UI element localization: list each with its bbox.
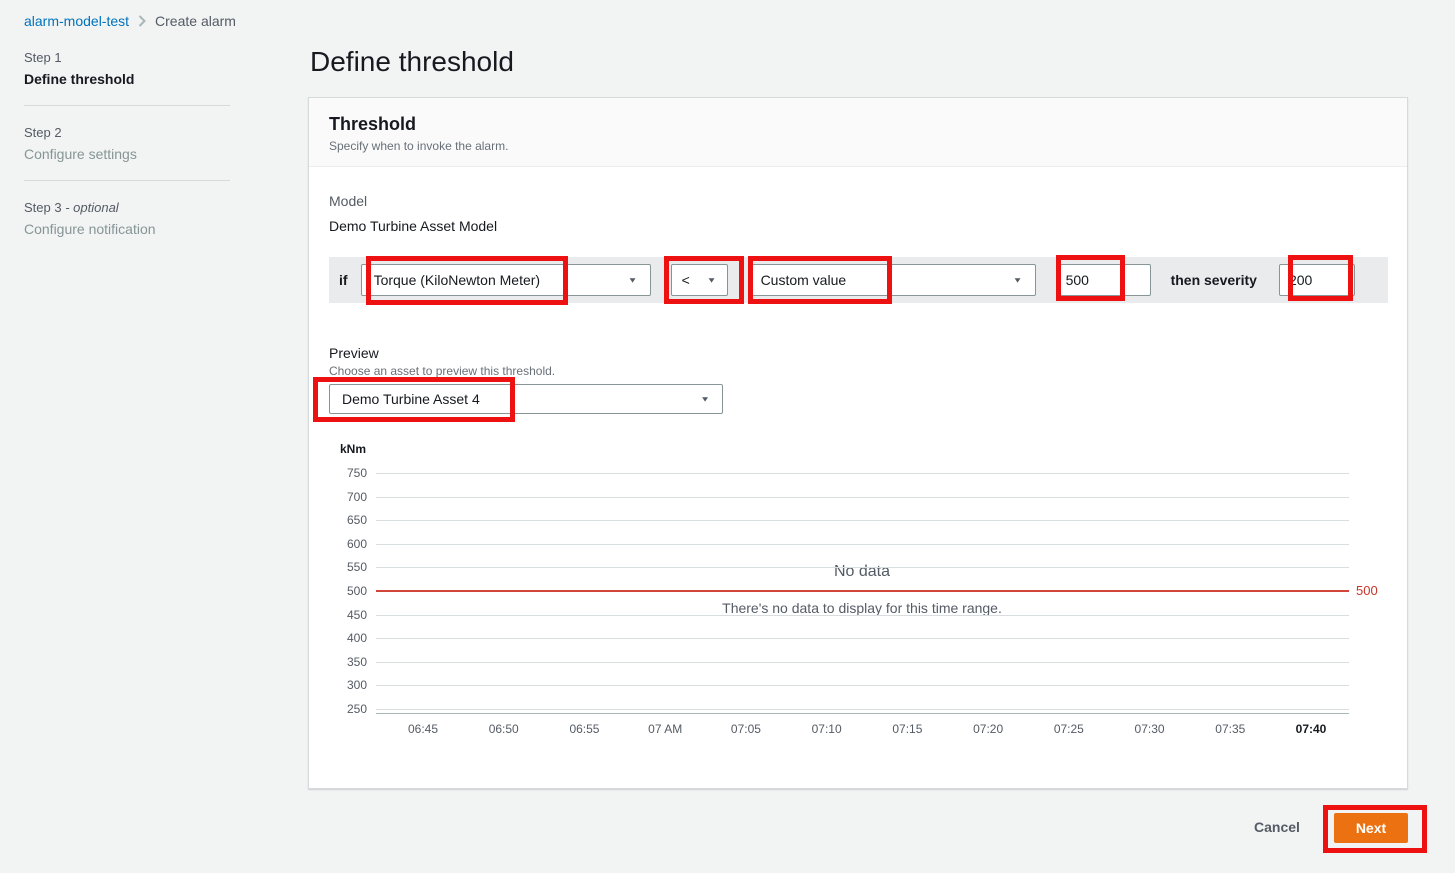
gridline [376,638,1349,640]
next-button[interactable]: Next [1334,813,1408,843]
y-axis-tick-label: 700 [346,489,367,504]
cancel-button[interactable]: Cancel [1254,819,1300,835]
step-2-number: Step 2 [24,125,62,140]
gridline [376,614,1349,616]
step-divider [24,180,230,181]
x-axis-line [376,713,1349,714]
gridline [376,496,1349,498]
x-axis-tick-label: 07:40 [1295,722,1327,736]
step-3-optional-suffix: - optional [65,200,119,215]
chart-empty-title: No data [833,563,891,580]
step-3-number: Step 3 - optional [24,200,119,215]
chevron-down-icon: ▼ [627,275,638,285]
severity-input[interactable] [1278,264,1355,296]
threshold-card-description: Specify when to invoke the alarm. [329,139,509,153]
step-2: Step 2 Configure settings [24,125,230,162]
threshold-card-title: Threshold [329,114,417,134]
value-type-select-value: Custom value [760,272,847,288]
property-select-value: Torque (KiloNewton Meter) [373,272,541,288]
chevron-down-icon: ▼ [706,275,717,285]
gridline [376,661,1349,663]
x-axis-tick-label: 06:50 [488,722,519,736]
threshold-card-header: Threshold Specify when to invoke the ala… [309,98,1407,167]
x-axis-tick-label: 06:55 [569,722,600,736]
property-select[interactable]: Torque (KiloNewton Meter) ▼ [360,264,651,296]
page-title: Define threshold [310,46,514,77]
y-axis-tick-label: 550 [346,560,367,575]
condition-row: if Torque (KiloNewton Meter) ▼ < ▼ Custo… [329,257,1388,303]
y-axis-tick-label: 650 [346,513,367,528]
x-axis-tick-label: 07:05 [730,722,761,736]
chevron-down-icon: ▼ [1012,275,1023,285]
x-axis-tick-label: 06:45 [407,722,439,736]
model-value: Demo Turbine Asset Model [329,218,498,234]
sidebar-item-configure-settings: Configure settings [24,146,137,162]
x-axis-tick-label: 07:15 [892,722,923,736]
value-type-select[interactable]: Custom value ▼ [747,264,1036,296]
y-axis-tick-label: 750 [346,466,367,480]
x-axis-tick-label: 07:20 [973,722,1004,736]
x-axis-tick-label: 07:10 [811,722,842,736]
preview-asset-select-value: Demo Turbine Asset 4 [342,391,480,407]
x-axis-tick-label: 07:30 [1134,722,1165,736]
sidebar-item-configure-notification: Configure notification [24,221,156,237]
preview-label: Preview [329,345,379,361]
breadcrumb: alarm-model-test Create alarm [24,13,236,29]
x-axis-tick-label: 07 AM [648,722,683,736]
operator-select-value: < [681,272,690,288]
y-axis-tick-label: 400 [346,631,367,646]
y-axis-tick-label: 500 [346,584,367,598]
y-axis-tick-label: 300 [346,678,367,693]
gridline [376,567,1349,569]
gridline [376,685,1349,687]
preview-asset-select[interactable]: Demo Turbine Asset 4 ▼ [329,384,723,414]
threshold-line-label: 500 [1356,583,1378,598]
threshold-value-input[interactable] [1055,264,1151,296]
chevron-right-icon [138,15,146,27]
threshold-card: Threshold Specify when to invoke the ala… [308,97,1408,789]
chart-empty-message: There's no data to display for this time… [722,600,1002,616]
gridline [376,473,1349,474]
threshold-line [376,590,1349,592]
step-divider [24,105,230,106]
x-axis-tick-label: 07:35 [1215,722,1246,736]
y-axis-tick-label: 450 [346,607,367,622]
chart-unit-label: kNm [340,442,367,456]
breadcrumb-current: Create alarm [155,13,236,29]
then-severity-label: then severity [1170,272,1257,288]
x-axis-tick-label: 07:25 [1053,722,1084,736]
gridline [376,709,1349,710]
breadcrumb-link-alarm-model[interactable]: alarm-model-test [24,13,130,29]
gridline [376,520,1349,522]
model-label: Model [329,193,368,209]
step-3: Step 3 - optional Configure notification [24,200,230,237]
y-axis-tick-label: 600 [346,536,367,551]
if-label: if [339,272,348,288]
gridline [376,543,1349,545]
operator-select[interactable]: < ▼ [670,264,728,296]
sidebar-item-define-threshold[interactable]: Define threshold [24,71,135,87]
chevron-down-icon: ▼ [700,394,710,404]
threshold-preview-chart: kNm No data There's no data to display f… [309,98,1409,790]
step-1-number: Step 1 [24,50,62,65]
y-axis-tick-label: 250 [346,702,367,716]
preview-description: Choose an asset to preview this threshol… [329,364,556,378]
gridline [376,591,1349,592]
y-axis-tick-label: 350 [346,654,367,669]
step-1: Step 1 Define threshold [24,50,230,87]
wizard-steps-sidebar: Step 1 Define threshold Step 2 Configure… [24,50,230,237]
